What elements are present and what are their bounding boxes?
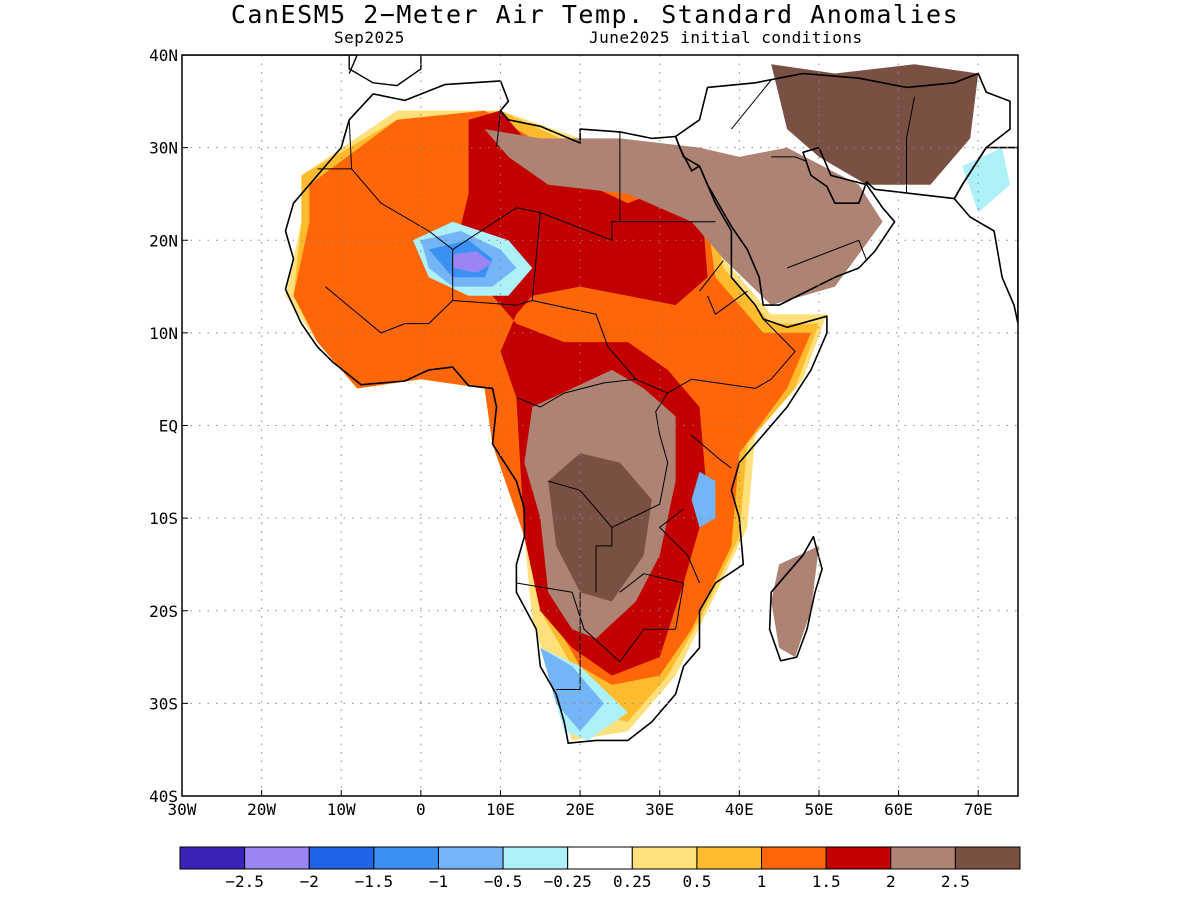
country-border-12 (691, 318, 796, 389)
lat-tick-label: EQ (159, 417, 178, 436)
anomaly-region-15 (691, 471, 716, 528)
forecast-month: Sep2025 (334, 28, 405, 47)
colorbar-label: 0.25 (613, 872, 652, 891)
country-border-18 (771, 156, 808, 162)
anomaly-region-16 (962, 147, 1010, 213)
axis-ticks: 30W 20W 10W 0 10E 20E 30E 40E 50E 60E 70E 40N 30N 20N… (149, 46, 993, 819)
lon-tick-label: 20E (566, 800, 595, 819)
lon-tick-label: 10W (327, 800, 356, 819)
lat-tick-label: 30N (149, 139, 178, 158)
coastline-layer (182, 55, 1018, 745)
lon-tick-label: 40E (725, 800, 754, 819)
colorbar-swatch (373, 846, 439, 870)
colorbar-swatch (244, 846, 310, 870)
country-border-15 (659, 508, 700, 584)
colorbar-label: 2 (886, 872, 896, 891)
lon-tick-label: 50E (804, 800, 833, 819)
lon-tick-label: 30E (645, 800, 674, 819)
colorbar-label: 1 (757, 872, 767, 891)
colorbar-swatch (502, 846, 569, 870)
coastline-2 (953, 146, 1018, 325)
country-border-2 (496, 110, 501, 148)
colorbar-label: −1 (429, 872, 448, 891)
gridlines (182, 55, 1018, 796)
colorbar-swatch (308, 846, 375, 870)
initial-conditions: June2025 initial conditions (589, 28, 863, 47)
coastline-1 (674, 72, 1011, 306)
lat-tick-label: 20S (149, 602, 178, 621)
lat-tick-label: 40S (149, 787, 178, 806)
lat-tick-label: 40N (149, 46, 178, 65)
colorbar-swatch (696, 846, 763, 870)
country-border-13 (707, 290, 748, 315)
coastline-0 (284, 80, 828, 745)
colorbar-swatch (179, 846, 246, 870)
colorbar-swatch (761, 846, 827, 870)
anomaly-region-8 (771, 545, 819, 658)
country-border-10 (619, 573, 685, 630)
colorbar-label: −0.5 (484, 872, 523, 891)
anomaly-region-12 (452, 251, 493, 273)
colorbar-swatch (567, 846, 633, 870)
lat-tick-label: 20N (149, 231, 178, 250)
colorbar-label: 2.5 (941, 872, 970, 891)
colorbar-swatch (825, 846, 892, 870)
country-border-16 (699, 260, 724, 292)
country-border-1 (348, 119, 353, 169)
lon-tick-label: 30W (168, 800, 197, 819)
country-border-20 (731, 79, 772, 130)
lat-tick-label: 10S (149, 509, 178, 528)
country-border-5 (324, 286, 533, 334)
lon-tick-label: 0 (416, 800, 426, 819)
country-border-19 (786, 239, 868, 269)
country-border-21 (906, 96, 915, 193)
colorbar-swatch (890, 846, 956, 870)
anomaly-region-7 (771, 64, 979, 185)
lat-tick-label: 10N (149, 324, 178, 343)
anomaly-region-6 (548, 453, 652, 602)
colorbar-label: −2.5 (225, 872, 264, 891)
coastline-europe (182, 55, 422, 87)
colorbar: −2.5 −2 −1.5 −1 −0.5 −0.25 0.25 0.5 1 1.5 2 2.5 (179, 846, 1021, 891)
colorbar-swatch (437, 846, 504, 870)
chart-title: CanESM5 2−Meter Air Temp. Standard Anoma… (230, 0, 960, 29)
country-border-8 (516, 582, 676, 663)
anomaly-region-4 (484, 129, 883, 306)
colorbar-label: −2 (300, 872, 319, 891)
lon-tick-label: 60E (884, 800, 913, 819)
lon-tick-label: 10E (486, 800, 515, 819)
colorbar-label: −1.5 (355, 872, 394, 891)
country-border-11 (595, 527, 613, 593)
lon-tick-label: 70E (964, 800, 993, 819)
country-border-6 (516, 378, 636, 408)
country-border-0 (317, 168, 716, 250)
colorbar-label: 0.5 (682, 872, 711, 891)
country-border-14 (690, 434, 732, 469)
coastline-3 (768, 535, 823, 662)
colorbar-swatch (631, 846, 698, 870)
lon-tick-label: 20W (247, 800, 276, 819)
colorbar-label: 1.5 (812, 872, 841, 891)
country-border-7 (548, 392, 669, 528)
colorbar-label: −0.25 (544, 872, 592, 891)
colorbar-swatch (954, 846, 1021, 870)
lat-tick-label: 30S (149, 694, 178, 713)
